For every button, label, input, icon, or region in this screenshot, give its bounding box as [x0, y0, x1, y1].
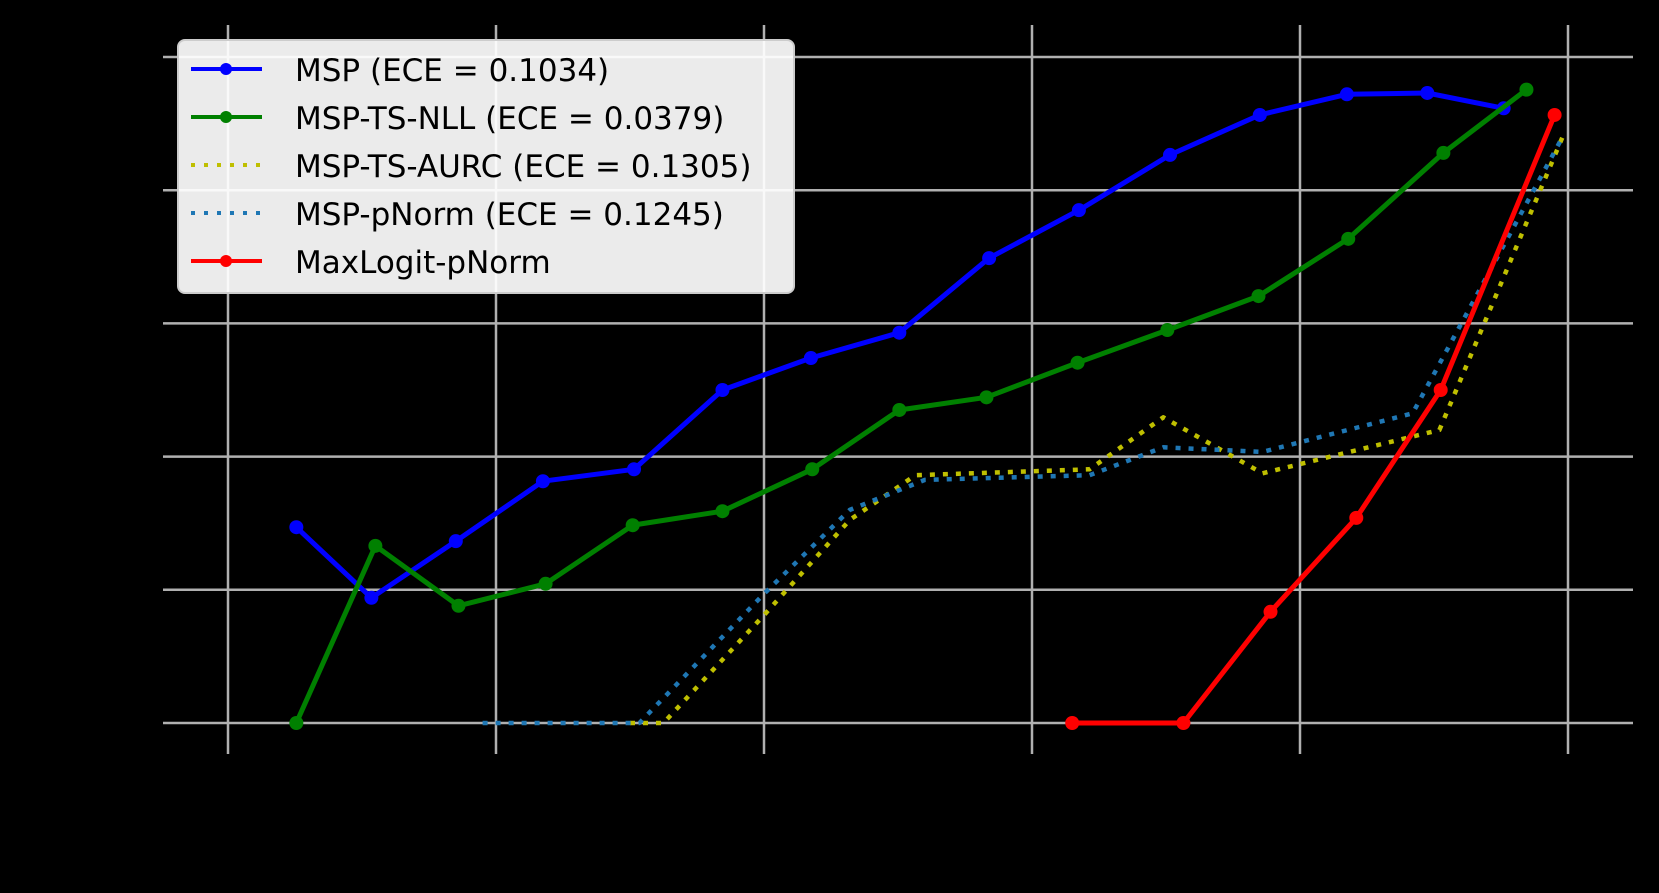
data-point-marker — [1070, 355, 1085, 370]
data-point-marker — [979, 390, 994, 405]
data-point-marker — [982, 251, 997, 266]
data-point-marker — [715, 504, 730, 519]
legend-label: MSP-TS-AURC (ECE = 0.1305) — [295, 149, 752, 185]
data-point-marker — [1163, 147, 1178, 162]
data-point-marker — [364, 590, 379, 605]
data-point-marker — [1349, 510, 1364, 525]
legend-item-msp-ts-aurc: MSP-TS-AURC (ECE = 0.1305) — [189, 147, 789, 187]
data-point-marker — [715, 383, 730, 397]
data-point-marker — [1263, 604, 1278, 619]
data-point-marker — [451, 598, 466, 613]
series-4 — [1065, 107, 1562, 730]
data-point-marker — [803, 351, 818, 366]
legend-handle-dotted-blue-icon — [191, 211, 262, 215]
legend-label: MSP-pNorm (ECE = 0.1245) — [295, 197, 724, 233]
data-point-marker — [1341, 231, 1356, 246]
data-point-marker — [289, 520, 304, 535]
data-point-marker — [627, 462, 642, 477]
data-point-marker — [1071, 203, 1086, 218]
legend-label: MaxLogit-pNorm — [295, 245, 551, 281]
data-point-marker — [1547, 107, 1562, 122]
legend-handle-solid-green-icon — [191, 111, 262, 123]
legend-item-msp-ts-nll: MSP-TS-NLL (ECE = 0.0379) — [189, 99, 789, 139]
data-point-marker — [1252, 107, 1267, 122]
data-point-marker — [535, 474, 550, 489]
data-point-marker — [1519, 82, 1534, 97]
legend-item-msp: MSP (ECE = 0.1034) — [189, 51, 789, 91]
data-point-marker — [1251, 289, 1266, 304]
series-layer — [289, 82, 1565, 730]
series-line — [630, 136, 1565, 726]
legend: MSP (ECE = 0.1034) MSP-TS-NLL (ECE = 0.0… — [177, 39, 795, 294]
data-point-marker — [805, 462, 820, 477]
data-point-marker — [892, 402, 907, 417]
data-point-marker — [289, 716, 304, 730]
data-point-marker — [1436, 145, 1451, 160]
series-line — [1072, 113, 1557, 726]
data-point-marker — [368, 538, 383, 553]
data-point-marker — [1065, 716, 1080, 730]
data-point-marker — [1176, 716, 1191, 730]
data-point-marker — [1420, 85, 1435, 100]
data-point-marker — [892, 325, 907, 340]
data-point-marker — [538, 576, 553, 591]
legend-handle-solid-red-icon — [191, 255, 262, 267]
legend-item-maxlogit-pnorm: MaxLogit-pNorm — [189, 243, 789, 283]
data-point-marker — [448, 534, 463, 549]
data-point-marker — [1160, 323, 1175, 338]
legend-label: MSP-TS-NLL (ECE = 0.0379) — [295, 101, 725, 137]
series-2 — [630, 136, 1565, 726]
legend-item-msp-pnorm: MSP-pNorm (ECE = 0.1245) — [189, 195, 789, 235]
legend-handle-solid-blue-icon — [191, 63, 262, 75]
legend-label: MSP (ECE = 0.1034) — [295, 53, 610, 89]
series-0 — [289, 85, 1511, 605]
data-point-marker — [1339, 87, 1354, 102]
data-point-marker — [625, 518, 640, 533]
data-point-marker — [1433, 383, 1448, 397]
legend-handle-dotted-yellow-icon — [191, 163, 262, 167]
series-1 — [289, 82, 1534, 730]
